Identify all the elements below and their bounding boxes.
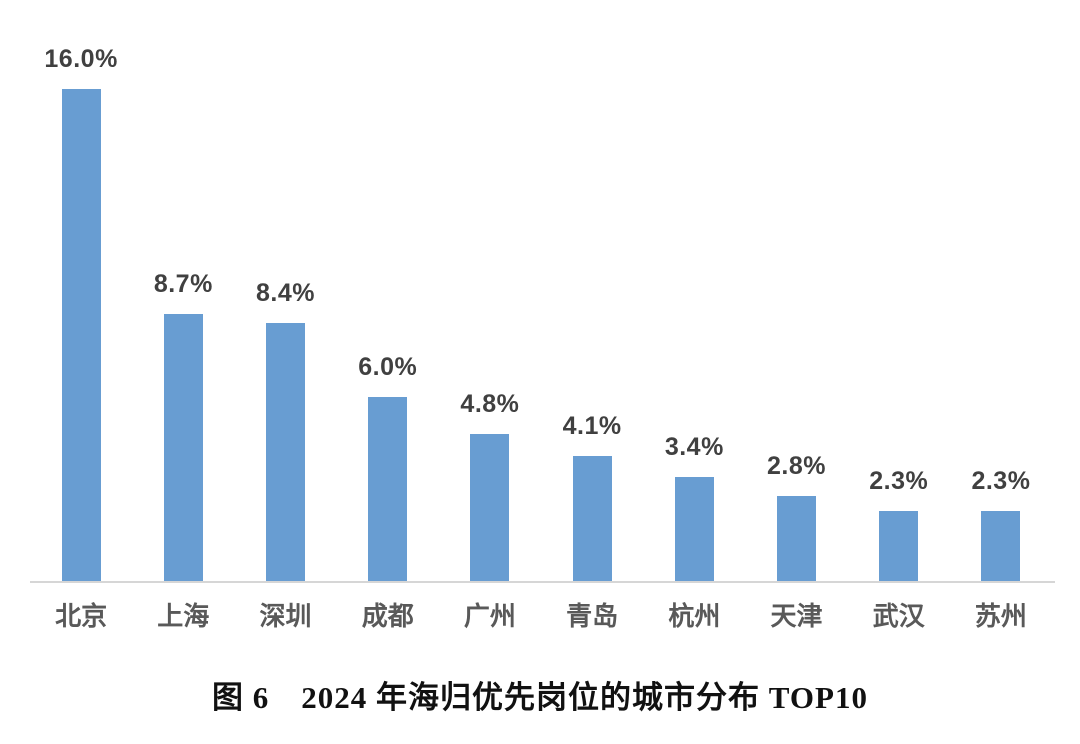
bar [572,456,612,582]
bar-slot: 4.1% [541,0,643,582]
bar-slot: 2.3% [950,0,1052,582]
x-axis-labels: 北京 上海 深圳 成都 广州 青岛 杭州 天津 武汉 苏州 [30,596,1052,633]
bar [266,323,305,582]
bar [368,397,408,582]
bar-value-label: 16.0% [44,45,118,73]
bar-slot: 2.8% [745,0,847,582]
bar-slot: 4.8% [439,0,541,582]
chart-caption: 图 6 2024 年海归优先岗位的城市分布 TOP10 [212,680,868,715]
bar-slot: 3.4% [643,0,745,582]
bar [470,434,510,582]
x-axis-label: 杭州 [668,601,721,631]
bar-value-label: 4.1% [562,412,622,440]
bar-value-label: 8.7% [153,270,213,298]
x-axis-label: 青岛 [566,601,619,631]
bar [981,511,1021,582]
bar-value-label: 4.8% [460,390,520,418]
bar-value-label: 8.4% [256,279,315,307]
bar-value-label: 2.3% [971,467,1031,495]
x-axis-label: 深圳 [259,601,312,631]
bar [674,477,714,582]
bar [163,314,203,582]
x-axis-label: 天津 [770,601,823,631]
bar [777,496,817,582]
x-axis-label: 上海 [157,601,210,631]
bar-slot: 6.0% [337,0,439,582]
bar-value-label: 2.8% [767,452,827,480]
plot-area: 16.0% 8.7% 8.4% 6.0% 4.8% 4.1% 3.4% 2.8% 2.3% 2.3… [30,0,1052,582]
bar-value-label: 6.0% [358,353,418,381]
bar-slot: 8.7% [132,0,234,582]
x-axis-line [30,581,1055,583]
bar-value-label: 2.3% [869,467,929,495]
bar [61,89,101,582]
x-axis-label: 成都 [361,601,414,631]
bar [879,511,919,582]
x-axis-label: 武汉 [872,601,925,631]
x-axis-label: 北京 [55,601,108,631]
bar-slot: 16.0% [30,0,132,582]
x-axis-label: 苏州 [974,601,1027,631]
bar-slot: 8.4% [234,0,336,582]
x-axis-label: 广州 [463,601,516,631]
bar-slot: 2.3% [848,0,950,582]
bar-value-label: 3.4% [664,433,724,461]
